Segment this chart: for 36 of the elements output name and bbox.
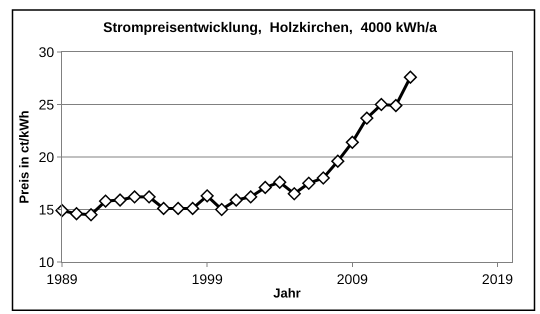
point (215, 202, 228, 216)
point (200, 189, 214, 202)
point (273, 176, 286, 189)
point (244, 190, 258, 204)
y-tick-label: 10 (38, 254, 54, 270)
y-tick-label: 15 (38, 201, 54, 218)
chart-title: Strompreisentwicklung, Holzkirchen, 4000 kWh/a (103, 18, 438, 35)
point (316, 171, 330, 185)
point (84, 208, 98, 222)
point (157, 202, 170, 216)
point (331, 154, 344, 168)
x-tick-label: 2009 (336, 270, 368, 287)
point (186, 202, 200, 216)
point (389, 98, 402, 112)
point (230, 193, 243, 207)
point (128, 190, 142, 204)
point (98, 194, 112, 208)
point (360, 112, 374, 125)
point (288, 187, 301, 200)
point (404, 70, 417, 84)
y-axis-title: Preis in ct/kWh (16, 110, 32, 204)
point (70, 207, 84, 220)
point (374, 98, 388, 112)
point (113, 193, 127, 207)
x-tick-label: 1989 (46, 270, 78, 287)
point (142, 190, 156, 204)
point (172, 202, 185, 216)
point (258, 180, 272, 194)
x-tick-label: 1999 (192, 270, 223, 287)
y-tick-label: 30 (38, 44, 54, 60)
y-tick-label: 25 (38, 96, 54, 112)
x-tick-label: 2019 (482, 270, 514, 287)
point (346, 136, 359, 149)
point (302, 176, 316, 190)
y-tick-label: 20 (38, 148, 54, 165)
x-axis-title: Jahr (273, 285, 301, 300)
